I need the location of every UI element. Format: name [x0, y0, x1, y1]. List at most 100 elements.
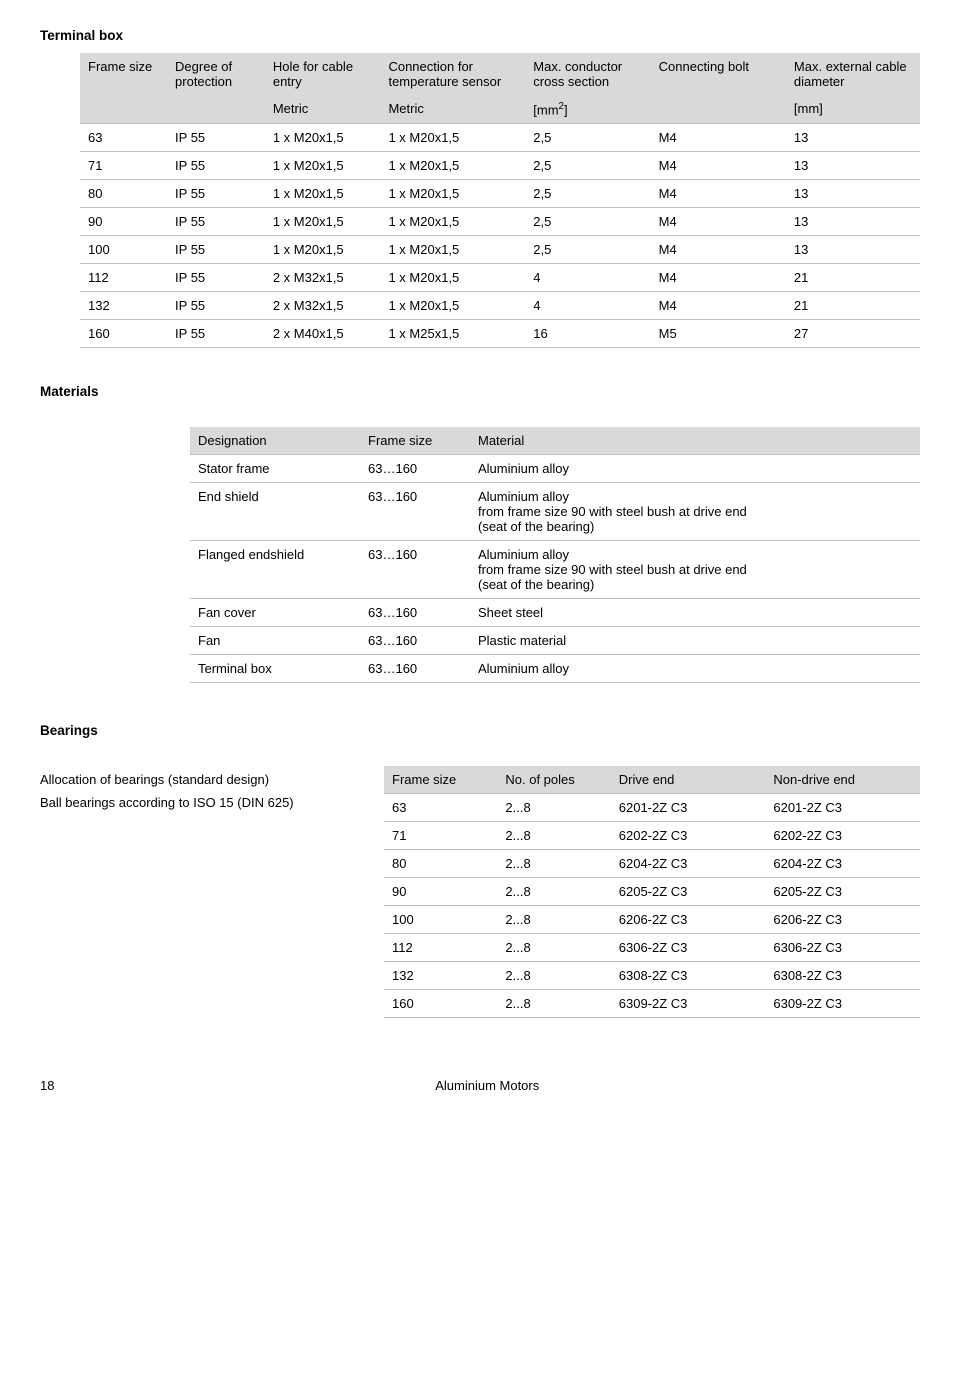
table-cell: 6204-2Z C3 — [765, 850, 920, 878]
bearings-title: Bearings — [40, 723, 920, 738]
table-cell: 1 x M20x1,5 — [380, 124, 525, 152]
table-cell: Stator frame — [190, 455, 360, 483]
table-cell: 1 x M20x1,5 — [380, 180, 525, 208]
table-row: Terminal box63…160Aluminium alloy — [190, 655, 920, 683]
table-cell: 63 — [80, 124, 167, 152]
table-cell: 100 — [80, 236, 167, 264]
table-cell: 1 x M20x1,5 — [265, 180, 381, 208]
column-header: Metric — [265, 95, 381, 124]
table-row: 90IP 551 x M20x1,51 x M20x1,52,5M413 — [80, 208, 920, 236]
table-cell: Fan cover — [190, 599, 360, 627]
table-cell: 6202-2Z C3 — [611, 822, 766, 850]
table-cell: 6202-2Z C3 — [765, 822, 920, 850]
table-cell: 6206-2Z C3 — [611, 906, 766, 934]
column-header: Drive end — [611, 766, 766, 794]
table-cell: 13 — [786, 180, 920, 208]
table-row: 160IP 552 x M40x1,51 x M25x1,516M527 — [80, 320, 920, 348]
table-cell: 71 — [80, 152, 167, 180]
table-cell: 13 — [786, 236, 920, 264]
table-row: 1602...86309-2Z C36309-2Z C3 — [384, 990, 920, 1018]
column-header: Metric — [380, 95, 525, 124]
table-cell: 2,5 — [525, 180, 650, 208]
table-row: Flanged endshield63…160Aluminium alloyfr… — [190, 541, 920, 599]
table-cell: 90 — [384, 878, 497, 906]
table-cell: 63…160 — [360, 599, 470, 627]
table-cell: 100 — [384, 906, 497, 934]
table-cell: 6306-2Z C3 — [765, 934, 920, 962]
table-cell: 4 — [525, 292, 650, 320]
table-row: 100IP 551 x M20x1,51 x M20x1,52,5M413 — [80, 236, 920, 264]
table-cell: IP 55 — [167, 208, 265, 236]
table-cell: 63…160 — [360, 655, 470, 683]
table-cell: IP 55 — [167, 292, 265, 320]
table-cell: 16 — [525, 320, 650, 348]
column-header: Non-drive end — [765, 766, 920, 794]
table-row: 63IP 551 x M20x1,51 x M20x1,52,5M413 — [80, 124, 920, 152]
table-cell: IP 55 — [167, 180, 265, 208]
table-cell: 6206-2Z C3 — [765, 906, 920, 934]
table-cell: 160 — [384, 990, 497, 1018]
table-row: 902...86205-2Z C36205-2Z C3 — [384, 878, 920, 906]
table-cell: M4 — [651, 180, 786, 208]
table-cell: Terminal box — [190, 655, 360, 683]
table-row: Stator frame63…160Aluminium alloy — [190, 455, 920, 483]
table-cell: 13 — [786, 208, 920, 236]
table-cell: 6205-2Z C3 — [611, 878, 766, 906]
footer-title: Aluminium Motors — [435, 1078, 539, 1093]
terminal-box-title: Terminal box — [40, 28, 920, 43]
table-cell: End shield — [190, 483, 360, 541]
table-cell: 21 — [786, 264, 920, 292]
column-header — [651, 95, 786, 124]
table-cell: M4 — [651, 236, 786, 264]
table-cell: Sheet steel — [470, 599, 920, 627]
table-cell: IP 55 — [167, 320, 265, 348]
table-cell: 160 — [80, 320, 167, 348]
table-row: 802...86204-2Z C36204-2Z C3 — [384, 850, 920, 878]
table-cell: 2,5 — [525, 236, 650, 264]
table-cell: 6309-2Z C3 — [765, 990, 920, 1018]
table-cell: 2,5 — [525, 124, 650, 152]
page-footer: 18 Aluminium Motors — [40, 1078, 920, 1093]
table-cell: 1 x M20x1,5 — [380, 208, 525, 236]
table-cell: M4 — [651, 124, 786, 152]
table-cell: 80 — [80, 180, 167, 208]
column-header: Degree of protection — [167, 53, 265, 95]
table-row: Fan cover63…160Sheet steel — [190, 599, 920, 627]
table-cell: 80 — [384, 850, 497, 878]
column-header: Hole for cable entry — [265, 53, 381, 95]
table-row: 80IP 551 x M20x1,51 x M20x1,52,5M413 — [80, 180, 920, 208]
table-cell: 2...8 — [497, 906, 610, 934]
table-cell: 4 — [525, 264, 650, 292]
table-cell: 90 — [80, 208, 167, 236]
table-cell: 6204-2Z C3 — [611, 850, 766, 878]
table-cell: 2,5 — [525, 208, 650, 236]
column-header: No. of poles — [497, 766, 610, 794]
table-cell: Aluminium alloy — [470, 655, 920, 683]
table-cell: M4 — [651, 264, 786, 292]
column-header: Frame size — [384, 766, 497, 794]
table-row: Fan63…160Plastic material — [190, 627, 920, 655]
bearings-table: Frame sizeNo. of polesDrive endNon-drive… — [384, 766, 920, 1018]
materials-table: DesignationFrame sizeMaterial Stator fra… — [190, 427, 920, 683]
table-cell: 112 — [384, 934, 497, 962]
table-cell: M4 — [651, 208, 786, 236]
table-cell: 2 x M40x1,5 — [265, 320, 381, 348]
table-cell: Fan — [190, 627, 360, 655]
table-cell: 27 — [786, 320, 920, 348]
table-cell: Flanged endshield — [190, 541, 360, 599]
table-cell: 1 x M25x1,5 — [380, 320, 525, 348]
table-cell: 6309-2Z C3 — [611, 990, 766, 1018]
column-header: Max. external cable diameter — [786, 53, 920, 95]
table-row: 632...86201-2Z C36201-2Z C3 — [384, 794, 920, 822]
table-row: 132IP 552 x M32x1,51 x M20x1,54M421 — [80, 292, 920, 320]
table-cell: IP 55 — [167, 264, 265, 292]
column-header: Frame size — [360, 427, 470, 455]
table-cell: Aluminium alloyfrom frame size 90 with s… — [470, 541, 920, 599]
table-cell: 2 x M32x1,5 — [265, 264, 381, 292]
column-header: Material — [470, 427, 920, 455]
table-row: 1322...86308-2Z C36308-2Z C3 — [384, 962, 920, 990]
column-header: Designation — [190, 427, 360, 455]
table-cell: 1 x M20x1,5 — [380, 236, 525, 264]
bearings-notes: Allocation of bearings (standard design)… — [40, 766, 360, 818]
table-cell: 63…160 — [360, 455, 470, 483]
